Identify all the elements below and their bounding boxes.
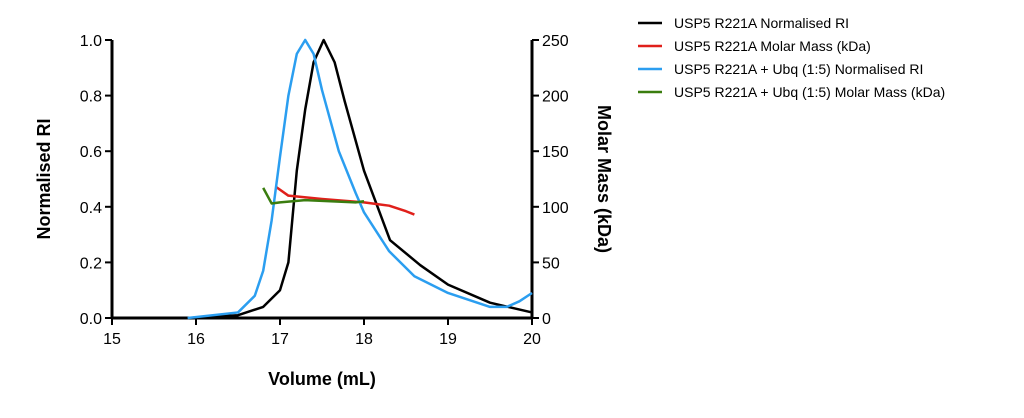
y2-tick-label: 250 xyxy=(542,33,569,50)
legend-label: USP5 R221A + Ubq (1:5) Molar Mass (kDa) xyxy=(674,84,945,100)
y2-tick-label: 100 xyxy=(542,200,569,217)
y2-axis-title: Molar Mass (kDa) xyxy=(594,105,614,253)
x-axis-title: Volume (mL) xyxy=(268,369,376,389)
legend-label: USP5 R221A + Ubq (1:5) Normalised RI xyxy=(674,61,923,77)
y-axis-title: Normalised RI xyxy=(34,118,54,239)
y2-tick-label: 200 xyxy=(542,89,569,106)
x-tick-label: 20 xyxy=(523,331,541,348)
y-tick-label: 0.8 xyxy=(80,89,102,106)
y2-tick-label: 50 xyxy=(542,255,560,272)
x-tick-label: 15 xyxy=(103,331,121,348)
y2-tick-label: 150 xyxy=(542,144,569,161)
y-tick-label: 0.0 xyxy=(80,311,102,328)
x-tick-label: 18 xyxy=(355,331,373,348)
y-tick-label: 0.4 xyxy=(80,200,102,217)
legend-label: USP5 R221A Molar Mass (kDa) xyxy=(674,38,871,54)
x-tick-label: 17 xyxy=(271,331,289,348)
series-line xyxy=(262,187,365,205)
y-tick-label: 0.2 xyxy=(80,255,102,272)
legend-label: USP5 R221A Normalised RI xyxy=(674,15,849,31)
x-tick-label: 16 xyxy=(187,331,205,348)
y2-tick-label: 0 xyxy=(542,311,551,328)
y-tick-label: 1.0 xyxy=(80,33,102,50)
series-line xyxy=(187,38,533,320)
x-tick-label: 19 xyxy=(439,331,457,348)
series-line xyxy=(187,38,533,320)
y-tick-label: 0.6 xyxy=(80,144,102,161)
